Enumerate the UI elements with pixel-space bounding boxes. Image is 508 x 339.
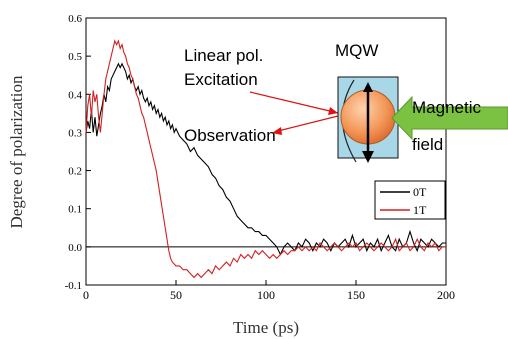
x-axis-label: Time (ps) xyxy=(233,318,299,337)
legend: 0T 1T xyxy=(374,180,446,220)
y-tick-label: 0.4 xyxy=(68,89,82,101)
y-tick-label: -0.1 xyxy=(65,280,82,292)
y-tick-label: 0.2 xyxy=(68,166,82,178)
legend-label-0t: 0T xyxy=(413,185,427,199)
observation-arrow xyxy=(277,115,339,132)
y-axis-label: Degree of polarization xyxy=(7,75,26,228)
field-label: field xyxy=(412,135,443,154)
inset-schematic: Linear pol. Excitation Observation MQW xyxy=(184,41,508,163)
y-tick-label: 0.1 xyxy=(68,204,82,216)
series-line-0t xyxy=(85,62,446,256)
observation-arrowhead-icon xyxy=(272,127,282,135)
x-axis-ticks: 0 50 100 150 200 xyxy=(83,280,455,302)
legend-box xyxy=(374,180,446,220)
legend-label-1t: 1T xyxy=(413,203,427,217)
observation-label: Observation xyxy=(184,126,276,145)
x-tick-label: 0 xyxy=(83,288,89,302)
x-tick-label: 150 xyxy=(347,288,365,302)
excitation-label: Excitation xyxy=(184,70,258,89)
series-line-1t xyxy=(85,39,446,279)
y-tick-label: 0.3 xyxy=(68,127,82,139)
linear-pol-label: Linear pol. xyxy=(184,46,263,65)
excitation-arrowhead-icon xyxy=(328,107,338,115)
y-axis-ticks: -0.1 0.0 0.1 0.2 0.3 0.4 0.5 0.6 xyxy=(65,13,91,292)
x-tick-label: 100 xyxy=(257,288,275,302)
magnetic-label: Magnetic xyxy=(412,98,481,117)
y-tick-label: 0.6 xyxy=(68,13,82,25)
spin-up-arrowhead-icon xyxy=(363,82,373,92)
series-layer xyxy=(85,39,446,279)
x-tick-label: 50 xyxy=(170,288,182,302)
y-tick-label: 0.0 xyxy=(68,242,82,254)
excitation-arrow xyxy=(249,91,339,114)
magnetic-field-arrow-icon xyxy=(391,95,508,141)
x-tick-label: 200 xyxy=(437,288,455,302)
mqw-label: MQW xyxy=(335,41,378,60)
y-tick-label: 0.5 xyxy=(68,51,82,63)
spin-down-arrowhead-icon xyxy=(362,151,374,163)
